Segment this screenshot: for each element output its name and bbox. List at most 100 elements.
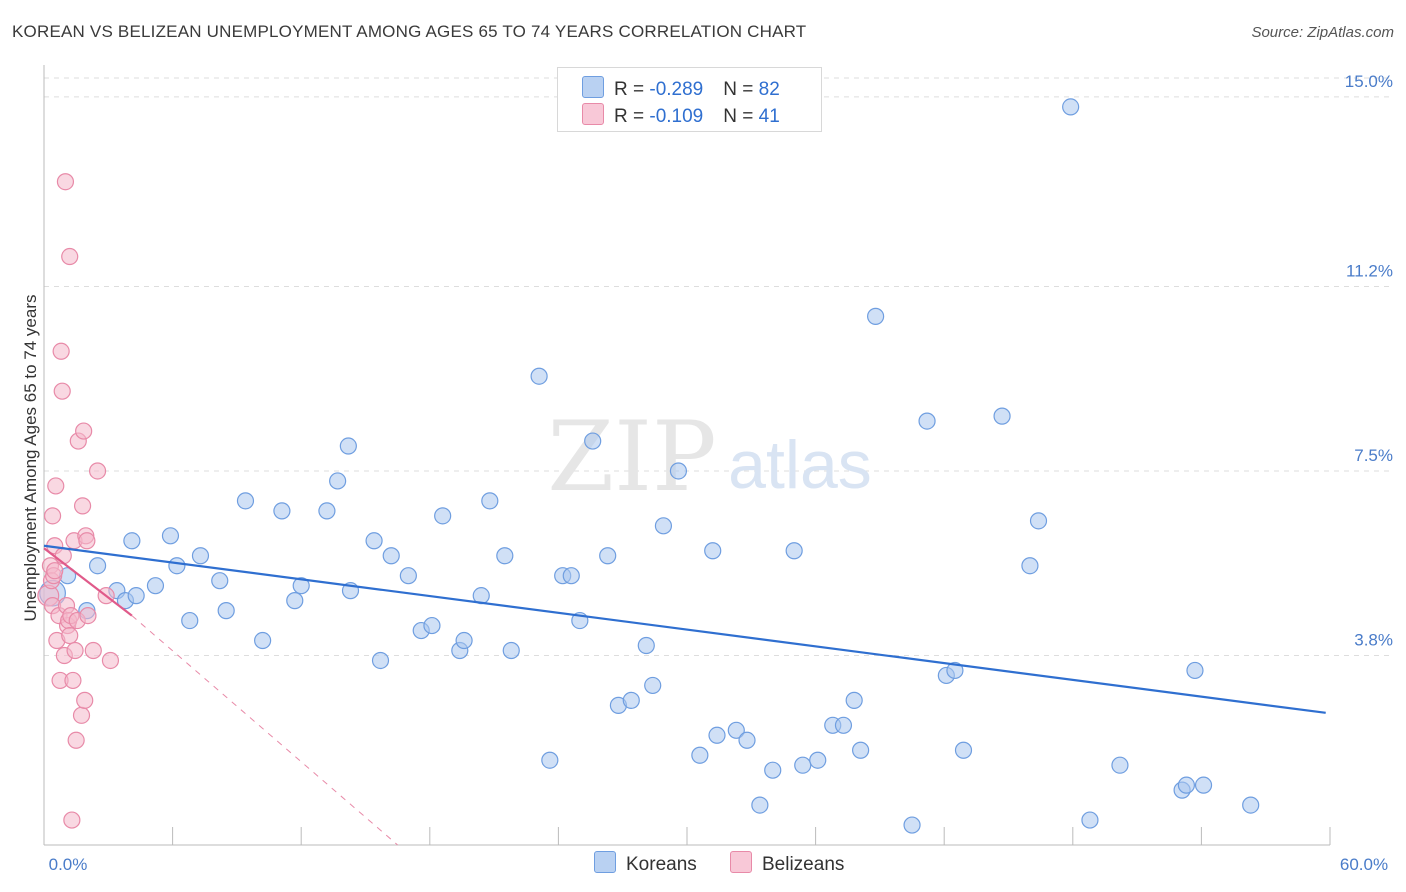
korean-point (371, 651, 390, 670)
korean-point (562, 567, 580, 585)
legend-swatch-koreans (582, 76, 604, 98)
korean-point (541, 751, 559, 769)
x-tick-label: 60.0% (1340, 855, 1388, 874)
korean-point (217, 602, 235, 620)
korean-point (123, 532, 141, 550)
y-axis-label: Unemployment Among Ages 65 to 74 years (21, 295, 40, 622)
belizean-point (53, 382, 71, 400)
legend-r-value: -0.109 (649, 106, 704, 127)
korean-point (434, 507, 452, 525)
trend-lines (43, 544, 1326, 846)
belizean-point (61, 247, 79, 266)
korean-point (423, 616, 441, 635)
korean-point (845, 691, 863, 709)
korean-point (727, 721, 745, 739)
y-tick-label: 3.8% (1354, 630, 1393, 649)
grid-lines (44, 77, 1392, 656)
bottom-legend-koreans[interactable]: Koreans (594, 851, 697, 876)
belizean-point (79, 606, 97, 625)
korean-point (834, 716, 853, 734)
korean-point (191, 547, 210, 565)
legend: R = -0.289 N = 82 R = -0.109 N = 41 (557, 67, 822, 132)
y-tick-label: 15.0% (1345, 72, 1393, 91)
korean-point (954, 741, 973, 759)
korean-point (751, 796, 769, 814)
korean-point (382, 547, 400, 565)
korean-point (785, 542, 803, 560)
belizean-point (46, 562, 64, 580)
korean-point (286, 592, 304, 610)
belizeans-trend-extension (131, 615, 398, 846)
korean-point (211, 572, 229, 590)
korean-point (1194, 776, 1213, 794)
x-tick-label: 0.0% (49, 855, 88, 874)
korean-point (161, 527, 180, 545)
korean-point (1081, 811, 1099, 829)
korean-point (622, 691, 640, 709)
legend-n-label: N = (723, 79, 759, 100)
belizean-point (88, 462, 107, 480)
y-tick-label: 11.2% (1346, 261, 1393, 280)
belizean-point (56, 173, 75, 191)
korean-point (318, 502, 336, 520)
korean-point (852, 741, 870, 759)
legend-n-label: N = (723, 106, 759, 127)
belizean-point (61, 626, 79, 645)
belizean-point (64, 671, 82, 690)
korean-point (365, 532, 383, 550)
belizean-point (101, 651, 120, 670)
belizean-point (78, 532, 96, 550)
bottom-legend-label-belizeans: Belizeans (762, 854, 845, 875)
axes (43, 65, 1331, 846)
korean-point (181, 611, 199, 630)
korean-point (691, 746, 709, 764)
korean-point (637, 636, 655, 655)
korean-point (1111, 756, 1129, 774)
watermark-atlas: atlas (728, 427, 872, 503)
korean-point (738, 731, 756, 749)
legend-r-value: -0.289 (649, 79, 704, 100)
korean-point (1021, 557, 1039, 575)
bottom-legend-belizeans[interactable]: Belizeans (730, 851, 844, 876)
bottom-legend-swatch-koreans (594, 851, 616, 873)
belizean-point (43, 507, 62, 525)
koreans-trend-line (43, 544, 1326, 714)
korean-point (1242, 796, 1260, 814)
korean-point (599, 547, 617, 565)
legend-row-koreans: R = -0.289 N = 82 (582, 76, 780, 102)
korean-point (704, 542, 722, 560)
korean-point (1062, 98, 1080, 116)
korean-point (584, 432, 602, 450)
korean-point (669, 462, 688, 480)
korean-point (481, 492, 499, 510)
belizean-point (54, 547, 72, 565)
belizean-point (67, 731, 85, 749)
chart-title: KOREAN VS BELIZEAN UNEMPLOYMENT AMONG AG… (12, 22, 807, 41)
korean-point (946, 661, 964, 680)
korean-point (654, 517, 673, 535)
korean-point (794, 756, 812, 774)
korean-point (809, 751, 827, 769)
korean-point (708, 726, 726, 744)
belizeans-trend-line (43, 547, 133, 617)
belizean-point (63, 811, 81, 829)
koreans-points (39, 98, 1260, 834)
belizeans-points (37, 173, 120, 829)
korean-point (88, 557, 107, 575)
korean-point (273, 502, 291, 520)
belizean-point (75, 422, 93, 440)
bottom-legend-label-koreans: Koreans (626, 854, 697, 875)
legend-n-value: 82 (758, 79, 780, 100)
korean-point (455, 631, 473, 650)
korean-point (764, 761, 782, 779)
korean-point (903, 816, 921, 834)
korean-point (168, 557, 186, 575)
korean-point (867, 307, 885, 325)
korean-point (1177, 776, 1195, 794)
korean-point (329, 472, 347, 490)
belizean-point (72, 706, 91, 724)
korean-point (993, 407, 1011, 425)
tick-labels: 3.8% 7.5% 11.2% 15.0% 0.0% 60.0% (49, 72, 1393, 874)
korean-point (236, 492, 255, 510)
